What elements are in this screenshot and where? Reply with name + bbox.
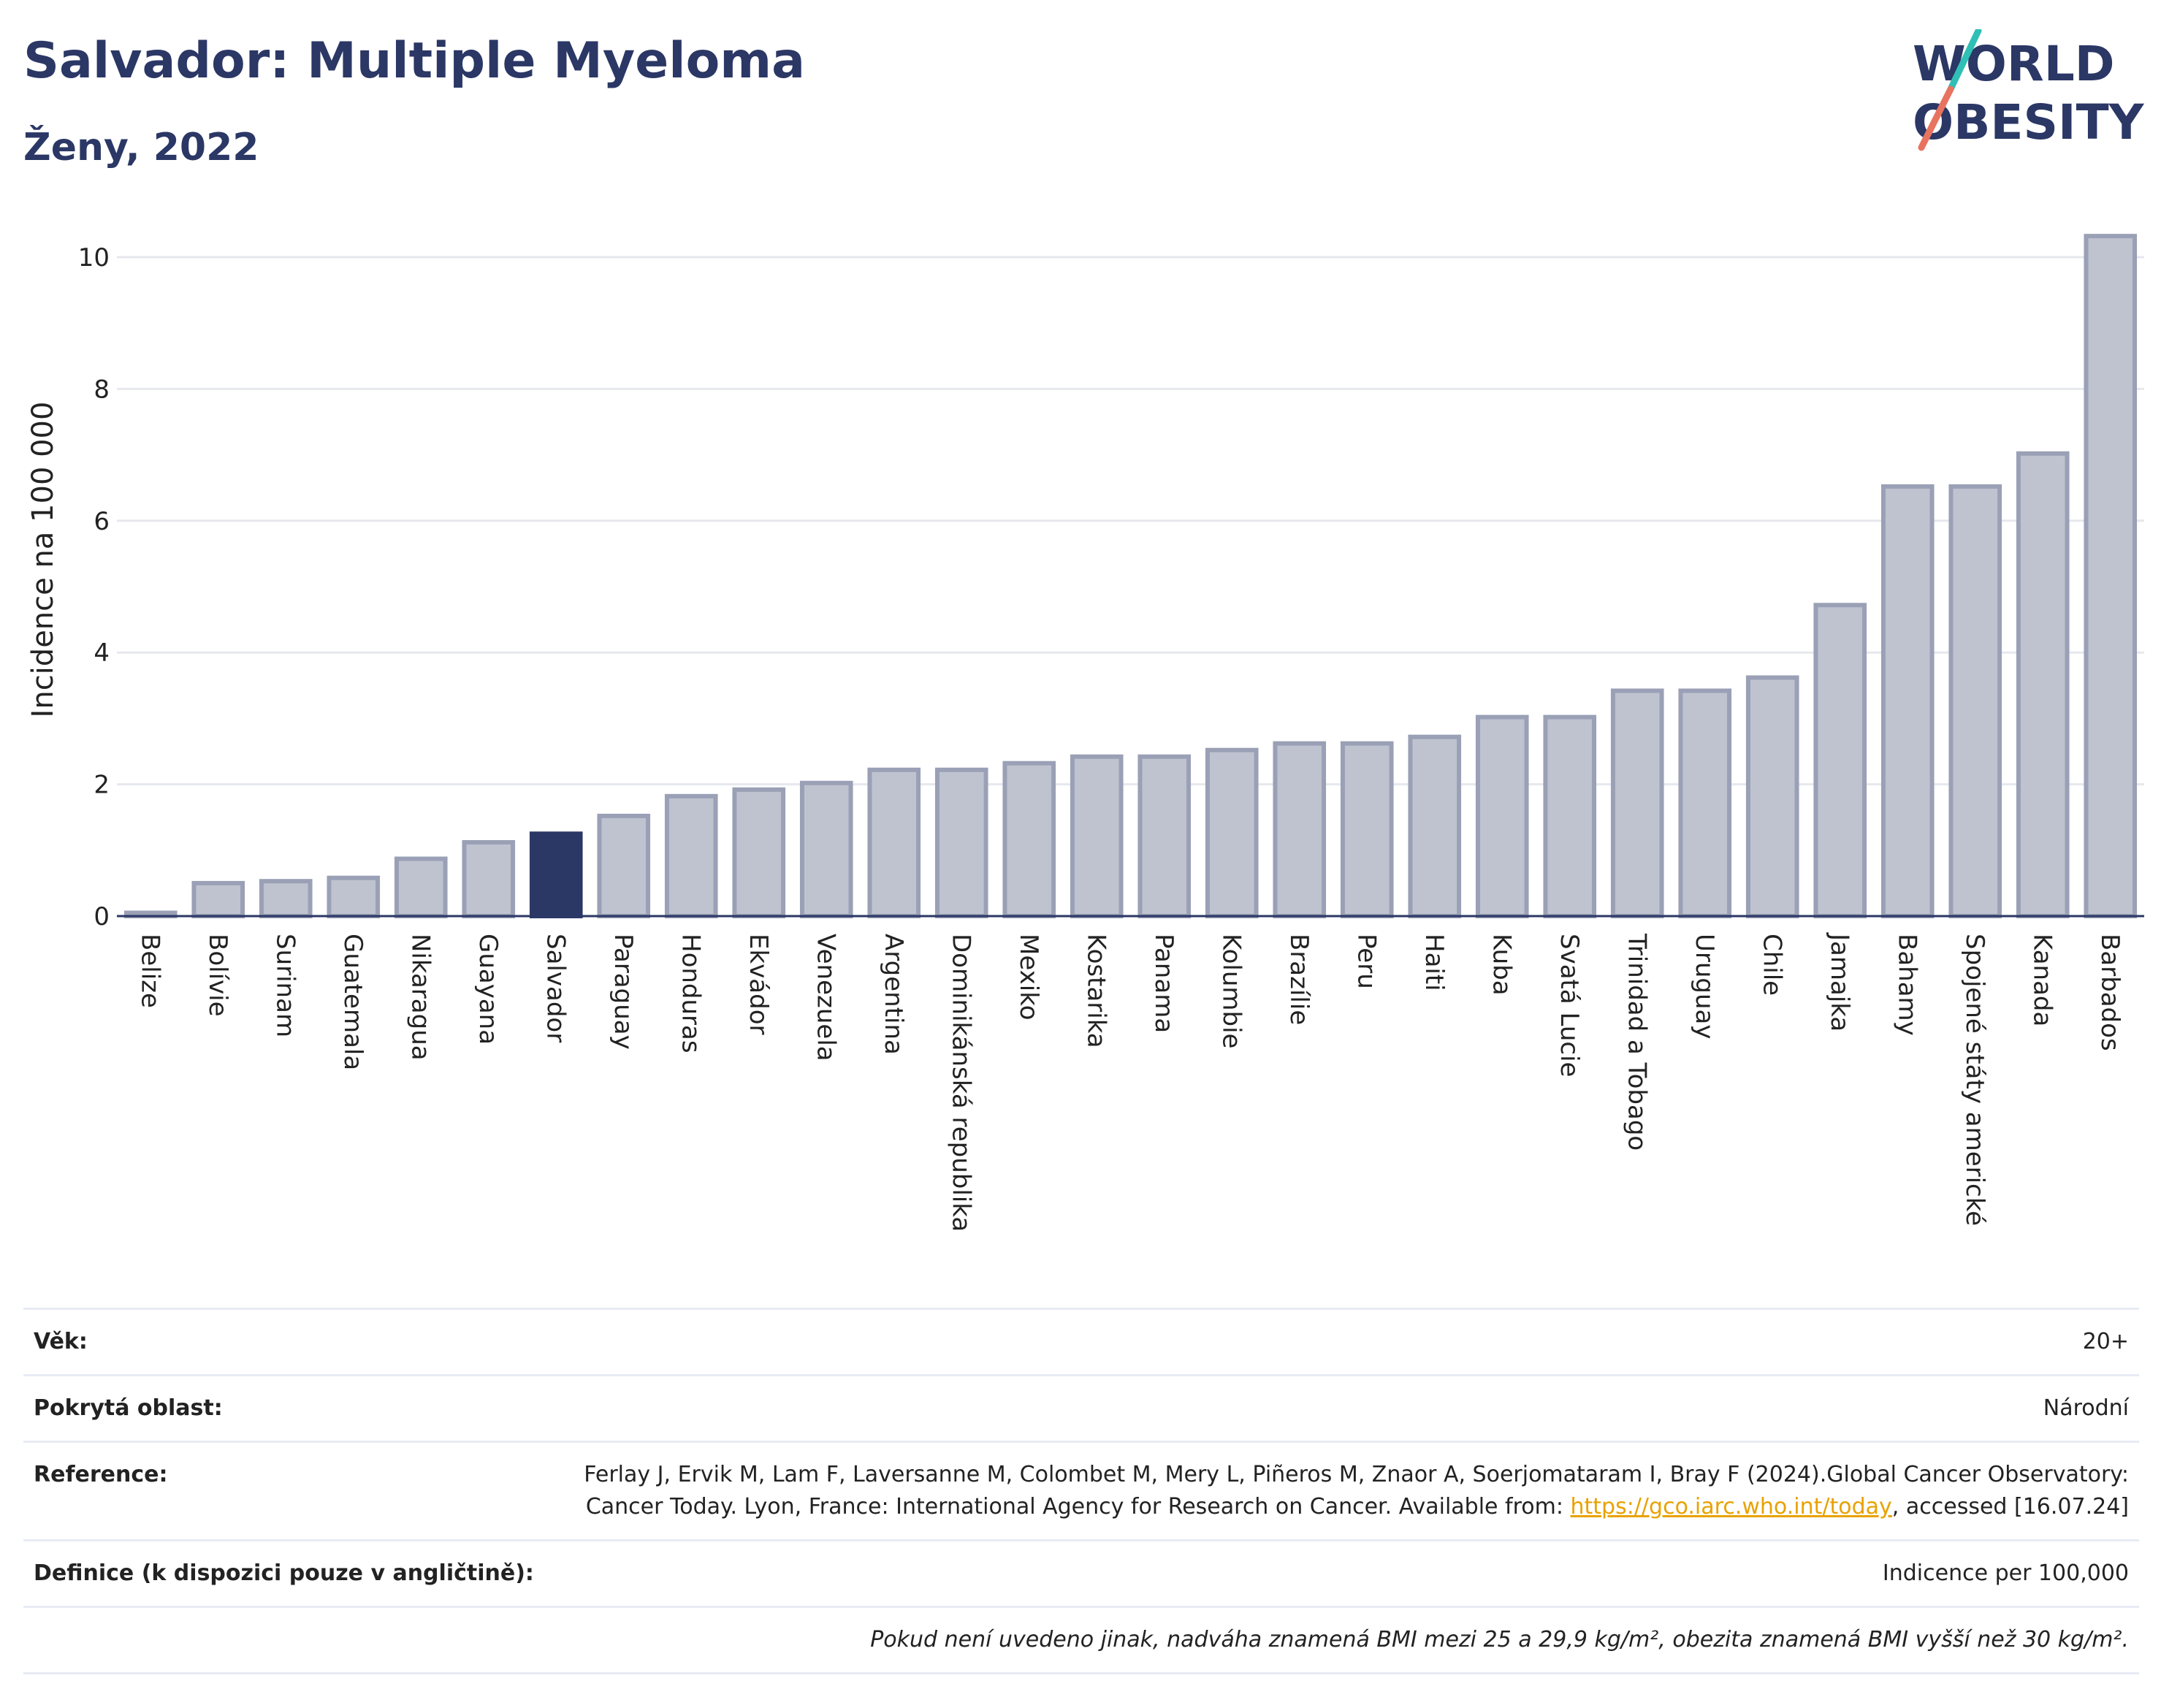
info-label xyxy=(23,1606,555,1674)
info-label: Reference: xyxy=(23,1441,555,1541)
bar-surinam xyxy=(259,879,313,918)
bar-paraguay xyxy=(597,813,651,918)
x-tick-label: Panama xyxy=(1149,934,1178,1033)
bar-dominikánská-republika xyxy=(934,767,988,918)
x-tick-label: Brazílie xyxy=(1284,934,1314,1025)
bar-kanada xyxy=(2016,451,2070,918)
x-tick-label: Trinidad a Tobago xyxy=(1622,933,1651,1151)
reference-link[interactable]: https://gco.iarc.who.int/today xyxy=(1570,1494,1892,1520)
x-tick-label: Uruguay xyxy=(1690,934,1719,1040)
axes: 0 2 4 6 8 10 Belize Bolívie Surinam Guatemala Nika… xyxy=(78,243,2144,1232)
info-note: Pokud není uvedeno jinak, nadváha znamen… xyxy=(555,1606,2139,1674)
x-tick-label: Bolívie xyxy=(203,934,232,1017)
bar-chile xyxy=(1745,675,1799,918)
logo-line2: OBESITY xyxy=(1913,94,2145,150)
reference-accessed: , accessed [16.07.24] xyxy=(1891,1494,2129,1520)
y-tick-label: 6 xyxy=(94,507,110,536)
bars xyxy=(123,234,2138,919)
x-tick-label: Bahamy xyxy=(1892,934,1921,1036)
y-axis-title: Incidence na 100 000 xyxy=(26,402,60,718)
bar-ekvádor xyxy=(732,787,786,919)
bar-nikaragua xyxy=(394,856,448,918)
bar-mexiko xyxy=(1002,760,1056,918)
bar-trinidad-a-tobago xyxy=(1610,688,1664,918)
bar-barbados xyxy=(2084,234,2138,918)
info-table: Věk: 20+ Pokrytá oblast: Národní Referen… xyxy=(23,1308,2139,1674)
x-tick-label: Spojené státy americké xyxy=(1960,934,1989,1226)
bar-honduras xyxy=(664,793,718,919)
logo-accent-teal xyxy=(1947,29,1982,93)
logo-accent-coral xyxy=(1918,85,1954,151)
x-tick-label: Svatá Lucie xyxy=(1555,934,1584,1077)
x-tick-label: Salvador xyxy=(541,934,570,1042)
x-tick-label: Honduras xyxy=(676,934,705,1053)
info-label: Definice (k dispozici pouze v angličtině… xyxy=(23,1539,555,1607)
info-label: Věk: xyxy=(23,1308,555,1376)
x-tick-label: Barbados xyxy=(2095,934,2124,1051)
bar-bolívie xyxy=(191,880,245,919)
info-value: Národní xyxy=(555,1374,2139,1442)
bar-uruguay xyxy=(1678,688,1732,918)
bar-spojené-státy-americké xyxy=(1948,484,2002,918)
x-tick-label: Peru xyxy=(1352,934,1381,989)
info-row-note: Pokud není uvedeno jinak, nadváha znamen… xyxy=(23,1606,2139,1674)
x-tick-label: Venezuela xyxy=(811,934,840,1061)
bar-panama xyxy=(1137,754,1192,918)
bar-peru xyxy=(1340,741,1394,919)
chart-title: Salvador: Multiple Myeloma xyxy=(23,32,806,90)
x-tick-label: Guayana xyxy=(473,934,503,1045)
info-value: 20+ xyxy=(555,1308,2139,1376)
x-tick-label: Belize xyxy=(135,934,164,1008)
reference-text: Ferlay J, Ervik M, Lam F, Laversanne M, … xyxy=(584,1462,2129,1520)
bar-kostarika xyxy=(1070,754,1124,918)
bar-jamajka xyxy=(1813,603,1867,918)
world-obesity-logo: WORLD OBESITY xyxy=(1913,29,2145,151)
logo-line1: WORLD xyxy=(1913,36,2115,92)
y-tick-label: 2 xyxy=(94,771,110,800)
x-tick-label: Kolumbie xyxy=(1216,934,1246,1048)
y-tick-label: 8 xyxy=(94,375,110,404)
x-tick-label: Kuba xyxy=(1487,934,1516,996)
y-tick-label: 10 xyxy=(78,243,110,272)
bar-venezuela xyxy=(799,780,853,919)
chart-subtitle: Ženy, 2022 xyxy=(23,126,259,169)
bar-haiti xyxy=(1408,734,1462,918)
bar-brazílie xyxy=(1273,741,1327,919)
bar-kolumbie xyxy=(1205,747,1259,919)
x-tick-label: Paraguay xyxy=(609,934,638,1050)
y-tick-label: 0 xyxy=(94,902,110,931)
info-label: Pokrytá oblast: xyxy=(23,1374,555,1442)
bar-chart: 0 2 4 6 8 10 Belize Bolívie Surinam Guatemala Nika… xyxy=(26,234,2144,1232)
x-tick-label: Nikaragua xyxy=(405,934,435,1061)
info-row-coverage: Pokrytá oblast: Národní xyxy=(23,1374,2139,1442)
bar-kuba xyxy=(1475,714,1529,918)
info-row-reference: Reference: Ferlay J, Ervik M, Lam F, Lav… xyxy=(23,1441,2139,1541)
info-row-age: Věk: 20+ xyxy=(23,1308,2139,1376)
x-tick-label: Argentina xyxy=(879,934,908,1055)
x-tick-label: Guatemala xyxy=(338,934,367,1070)
x-tick-label: Kostarika xyxy=(1081,934,1110,1048)
x-tick-label: Kanada xyxy=(2027,934,2057,1026)
x-tick-label: Jamajka xyxy=(1825,932,1854,1032)
y-tick-label: 4 xyxy=(94,638,110,668)
bar-guayana xyxy=(462,839,516,918)
info-value: Indicence per 100,000 xyxy=(555,1539,2139,1607)
x-tick-label: Ekvádor xyxy=(744,934,773,1035)
info-value: Ferlay J, Ervik M, Lam F, Laversanne M, … xyxy=(555,1441,2139,1541)
bar-bahamy xyxy=(1880,484,1935,918)
bar-argentina xyxy=(867,767,921,918)
bar-guatemala xyxy=(327,875,381,918)
x-tick-label: Mexiko xyxy=(1014,934,1043,1021)
x-tick-label: Dominikánská republika xyxy=(946,934,975,1232)
x-tick-label: Chile xyxy=(1757,934,1786,996)
x-tick-label: Surinam xyxy=(270,934,300,1037)
x-tick-label: Haiti xyxy=(1419,934,1449,991)
bar-svatá-lucie xyxy=(1543,714,1597,918)
info-row-definition: Definice (k dispozici pouze v angličtině… xyxy=(23,1539,2139,1607)
bar-salvador xyxy=(529,831,583,918)
grid-lines xyxy=(117,256,2144,786)
